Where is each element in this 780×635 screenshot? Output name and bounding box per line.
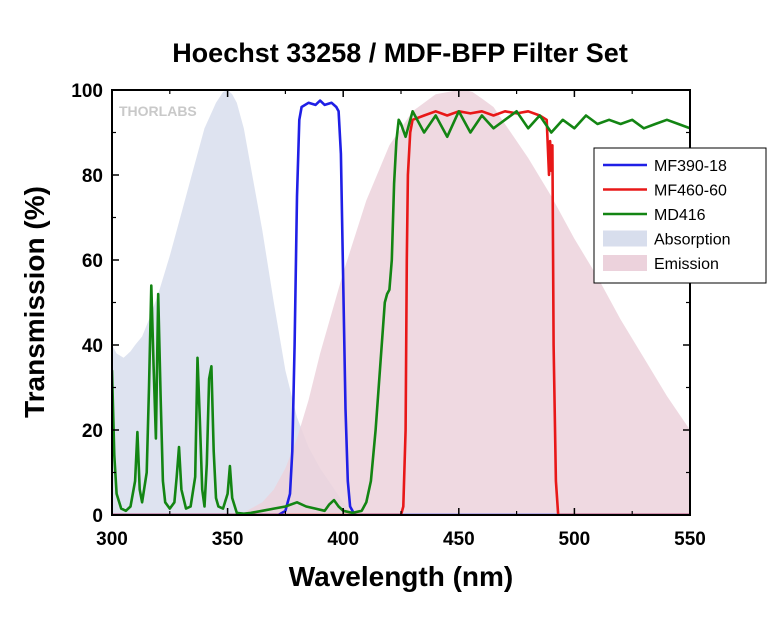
x-tick-label: 350 — [212, 529, 244, 550]
legend-label-absorption: Absorption — [654, 232, 731, 249]
legend-label-mf390-18: MF390-18 — [654, 158, 727, 175]
x-tick-label: 400 — [327, 529, 359, 550]
x-tick-label: 450 — [443, 529, 475, 550]
series-line-md416 — [112, 110, 690, 515]
legend-label-emission: Emission — [654, 256, 719, 273]
x-tick-label: 550 — [674, 529, 706, 550]
x-tick-label: 300 — [96, 529, 128, 550]
legend-swatch-absorption — [603, 230, 647, 247]
y-tick-label: 80 — [82, 166, 103, 187]
y-tick-label: 20 — [82, 421, 103, 442]
y-tick-label: 0 — [92, 506, 103, 527]
axis-ticks: 300 350 400 450 500 550 0 20 40 60 80 100 — [71, 81, 706, 550]
area-emission — [239, 90, 690, 515]
x-axis-label: Wavelength (nm) — [289, 561, 514, 592]
legend-swatch-emission — [603, 255, 647, 271]
y-axis-label: Transmission (%) — [19, 186, 50, 418]
y-tick-label: 40 — [82, 336, 103, 357]
legend-label-md416: MD416 — [654, 207, 706, 224]
chart-title: Hoechst 33258 / MDF-BFP Filter Set — [172, 38, 628, 68]
y-tick-label: 100 — [71, 81, 103, 102]
legend-label-mf460-60: MF460-60 — [654, 183, 727, 200]
series-line-mf460-60 — [112, 110, 690, 515]
x-tick-label: 500 — [559, 529, 591, 550]
series-line-mf390-18 — [112, 99, 690, 515]
line-layer — [112, 99, 690, 515]
y-tick-label: 60 — [82, 251, 103, 272]
legend: MF390-18 MF460-60 MD416 Absorption Emission — [593, 147, 767, 284]
thorlabs-watermark: THORLABS — [119, 103, 197, 119]
